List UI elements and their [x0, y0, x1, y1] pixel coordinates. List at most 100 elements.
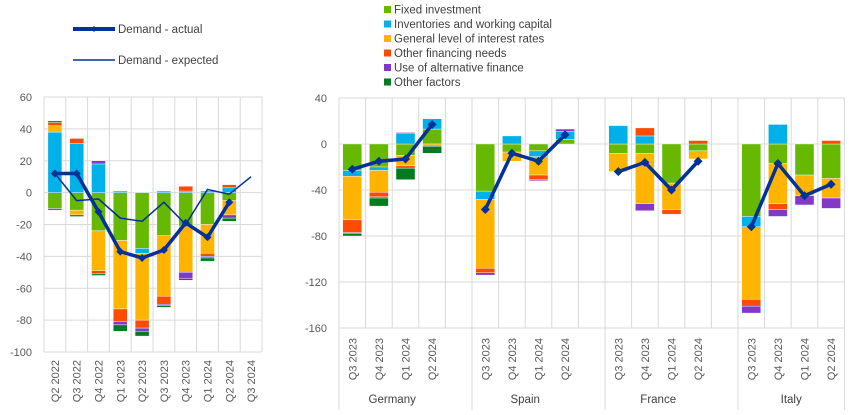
bar-Q4-2022-inventories [91, 163, 106, 193]
x-tick-label: Q2 2024 [693, 338, 705, 380]
legend-label-other_factors: Other factors [394, 77, 461, 89]
point-actual [507, 148, 517, 158]
bar-germany-Q1-2024-inventories [395, 133, 416, 145]
y-tick-label: -40 [311, 185, 327, 197]
legend-label-alternative: Use of alternative finance [394, 63, 524, 75]
x-tick-label: Q4 2023 [374, 338, 386, 380]
bar-Q2-2024-alternative [222, 214, 237, 219]
bar-italy-Q3-2023-interest [741, 226, 761, 300]
bar-spain-Q3-2023-other_financing [475, 268, 495, 274]
point-actual [800, 191, 809, 201]
point-actual [72, 169, 81, 178]
legend-label-other_financing: Other financing needs [394, 48, 507, 60]
point-actual [667, 185, 676, 195]
bar-Q1-2023-other_factors [113, 324, 128, 332]
bar-france-Q4-2023-other_financing [635, 127, 655, 137]
x-tick-label: Q3 2023 [480, 338, 492, 380]
x-tick-label: Q2 2022 [50, 360, 62, 402]
bar-Q1-2024-inventories [200, 190, 215, 193]
y-tick-label: -120 [305, 277, 327, 289]
bar-Q2-2022-alternative [47, 208, 63, 211]
legend-swatch-inventories [384, 20, 391, 28]
bar-france-Q3-2023-inventories [608, 125, 628, 145]
line-actual-france [617, 160, 700, 192]
x-tick-label: Q1 2024 [667, 338, 679, 380]
point-actual [159, 246, 168, 254]
bar-Q4-2023-interest [178, 225, 193, 273]
x-tick-label: Q1 2024 [534, 338, 546, 380]
point-actual [746, 222, 756, 232]
bar-Q2-2024-other_factors [222, 217, 237, 222]
bar-germany-Q4-2023-interest [369, 170, 389, 193]
point-actual [534, 156, 543, 166]
y-tick-label: -160 [305, 323, 327, 335]
bar-italy-Q3-2023-other_financing [741, 299, 761, 307]
y-tick-label: 0 [26, 188, 32, 200]
point-actual [138, 253, 147, 262]
bar-germany-Q4-2023-inventories [369, 166, 389, 171]
bar-Q3-2023-fixed [156, 192, 172, 236]
point-actual [427, 119, 437, 129]
bar-Q2-2023-alternative [134, 327, 150, 332]
line-expected [54, 173, 252, 226]
bar-Q2-2023-interest [134, 252, 150, 321]
bar-Q3-2022-interest [69, 209, 84, 216]
legend-swatch-interest [384, 35, 391, 42]
bar-italy-Q3-2023-alternative [741, 305, 761, 314]
x-tick-label: Q1 2024 [800, 338, 812, 380]
right-chart: -160 -120 -80 -40 0 40 Germany Q3 2023 Q4 2023 Q1… [305, 93, 845, 410]
x-tick-label: Q4 2023 [507, 338, 519, 380]
point-actual [94, 207, 103, 216]
bar-Q2-2024-other_financing [222, 184, 237, 189]
point-actual [480, 205, 490, 215]
bar-Q1-2024-alternative [200, 256, 215, 259]
point-actual [374, 156, 384, 166]
bar-Q2-2023-inventories [134, 248, 150, 254]
bar-Q4-2022-other_factors [91, 273, 106, 276]
bar-Q4-2023-inventories [178, 190, 193, 193]
bar-italy-Q4-2023-alternative [768, 209, 788, 217]
bar-germany-Q2-2024-interest [422, 143, 442, 147]
x-tick-label: Q2 2023 [137, 360, 149, 402]
legend-bars: Fixed investment Inventories and working … [384, 5, 552, 89]
bar-italy-Q2-2024-fixed [821, 143, 841, 179]
bar-germany-Q1-2024-other_factors [395, 167, 416, 180]
bar-Q3-2022-other_financing [69, 138, 84, 144]
x-tick-label: Q2 2024 [427, 338, 439, 380]
bar-france-Q2-2024-fixed [688, 143, 708, 152]
bar-spain-Q1-2024-fixed [528, 143, 549, 152]
x-tick-label: Q3 2023 [159, 360, 171, 402]
bar-Q1-2023-alternative [113, 321, 128, 326]
bar-Q2-2022-fixed [47, 192, 63, 209]
point-actual [826, 179, 836, 189]
legend-label-inventories: Inventories and working capital [394, 19, 552, 31]
bar-Q2-2022-inventories [47, 131, 63, 193]
x-tick-label: Q1 2024 [401, 338, 413, 380]
bar-italy-Q2-2024-alternative [821, 197, 841, 209]
bar-italy-Q4-2023-other_financing [768, 203, 788, 210]
x-tick-label: Q2 2024 [560, 338, 572, 380]
bar-Q2-2022-other_factors [47, 120, 63, 123]
point-actual [116, 247, 125, 256]
bar-italy-Q1-2024-fixed [794, 143, 815, 176]
group-label-italy: Italy [781, 394, 802, 406]
y-tick-label: -80 [16, 315, 32, 327]
bar-spain-Q1-2024-alternative [528, 179, 549, 181]
x-tick-label: Q3 2023 [746, 338, 758, 380]
bar-italy-Q3-2023-fixed [741, 143, 761, 217]
point-actual [203, 233, 212, 242]
point-actual [613, 167, 623, 177]
legend-swatch-other_financing [384, 49, 391, 57]
bar-germany-Q4-2023-other_factors [369, 197, 389, 207]
group-label-germany: Germany [369, 394, 417, 406]
bar-france-Q4-2023-inventories [635, 135, 655, 145]
bar-germany-Q1-2024-alternative [395, 132, 416, 134]
group-label-spain: Spain [510, 394, 539, 406]
bar-Q4-2022-interest [91, 230, 106, 271]
legend-label-fixed: Fixed investment [394, 5, 482, 17]
x-tick-label: Q3 2023 [347, 338, 359, 380]
x-tick-label: Q4 2023 [773, 338, 785, 380]
x-tick-label: Q2 2024 [224, 360, 236, 402]
legend-label-interest: General level of interest rates [394, 34, 544, 46]
x-tick-label: Q1 2023 [115, 360, 127, 402]
